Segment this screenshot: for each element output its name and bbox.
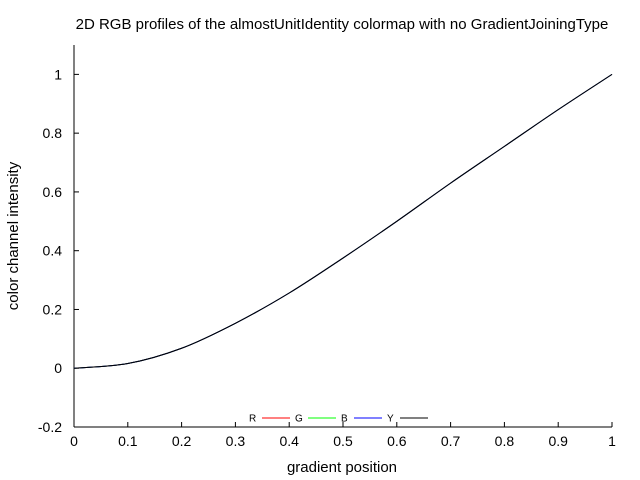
y-tick-label: -0.2	[38, 419, 62, 435]
x-tick-label: 0.1	[118, 433, 138, 449]
y-tick-label: 0.4	[43, 243, 63, 259]
x-tick-label: 0.4	[279, 433, 299, 449]
legend-label-b: B	[341, 414, 348, 425]
x-tick-label: 0.6	[387, 433, 407, 449]
y-tick-label: 0.2	[43, 301, 63, 317]
legend-label-r: R	[249, 414, 256, 425]
y-tick-label: 0	[54, 360, 62, 376]
chart-title: 2D RGB profiles of the almostUnitIdentit…	[76, 16, 609, 33]
x-tick-label: 0.2	[172, 433, 192, 449]
series-line-b	[73, 73, 613, 369]
series-layer	[73, 73, 613, 369]
x-tick-label: 0.8	[495, 433, 515, 449]
x-tick-label: 0	[70, 433, 78, 449]
x-tick-label: 0.5	[333, 433, 353, 449]
axes: 0 0.1 0.2 0.3 0.4 0.5 0.6 0.7 0.8 0.9 1 -0.2 0 0.2 0.4…	[38, 45, 616, 449]
x-axis-label: gradient position	[287, 459, 397, 476]
y-tick-label: 0.6	[43, 184, 63, 200]
x-tick-label: 0.9	[548, 433, 568, 449]
y-axis-label: color channel intensity	[5, 161, 22, 310]
x-tick-label: 0.7	[441, 433, 461, 449]
series-line-y	[73, 73, 613, 369]
x-tick-label: 0.3	[226, 433, 246, 449]
y-tick-label: 1	[54, 66, 62, 82]
x-tick-label: 1	[608, 433, 616, 449]
series-line-r	[73, 73, 613, 369]
legend-label-g: G	[295, 414, 303, 425]
legend-label-y: Y	[387, 414, 394, 425]
series-line-g	[73, 73, 613, 369]
y-tick-label: 0.8	[43, 125, 63, 141]
